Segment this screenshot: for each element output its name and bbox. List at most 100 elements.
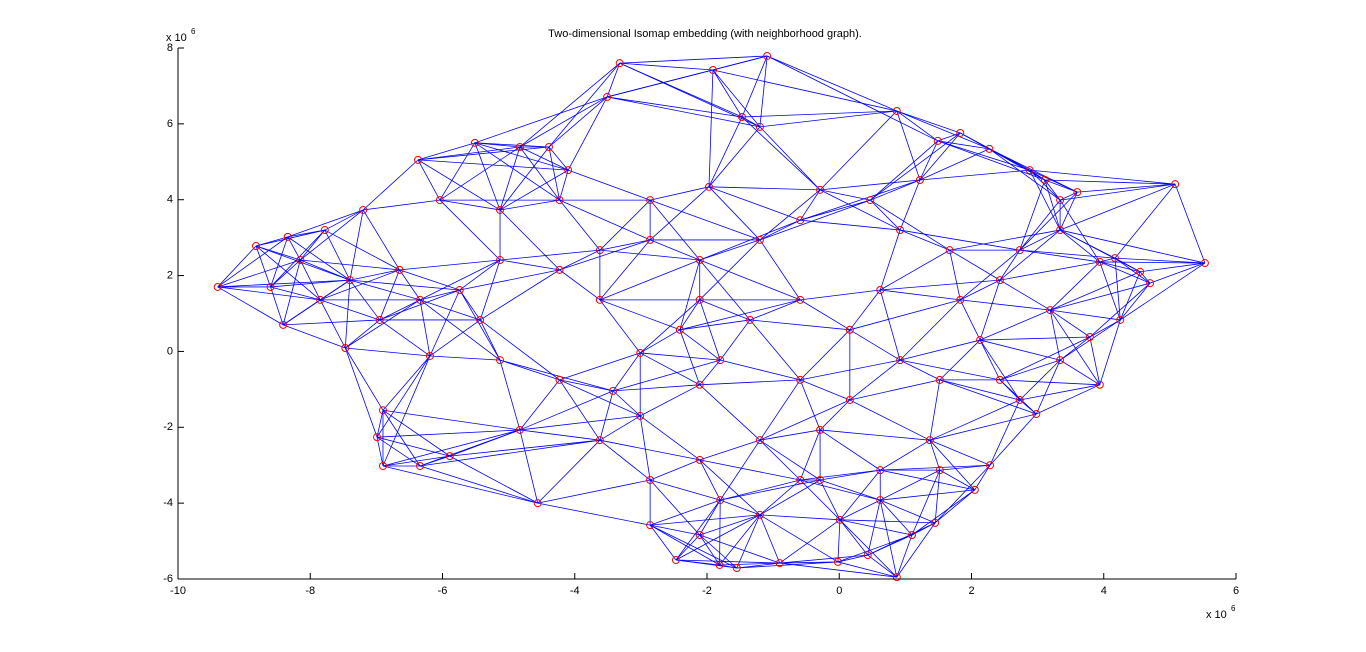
graph-edge bbox=[759, 199, 871, 241]
graph-edge bbox=[1114, 257, 1205, 264]
graph-edge bbox=[800, 219, 901, 231]
graph-edge bbox=[800, 289, 881, 301]
point bbox=[416, 295, 425, 304]
graph-edge bbox=[934, 464, 991, 524]
y-tick-label: 8 bbox=[167, 42, 173, 54]
graph-edge bbox=[699, 379, 801, 386]
graph-edge bbox=[417, 146, 550, 161]
graph-edge bbox=[736, 561, 838, 569]
graph-edge bbox=[1019, 199, 1061, 251]
graph-edge bbox=[649, 186, 710, 241]
graph-edge bbox=[217, 279, 350, 288]
graph-edge bbox=[548, 146, 560, 201]
graph-edge bbox=[217, 286, 321, 301]
graph-edge bbox=[799, 329, 851, 381]
point bbox=[378, 461, 387, 470]
graph-edge bbox=[759, 514, 839, 563]
graph-edge bbox=[937, 140, 1030, 171]
graph-edge bbox=[679, 329, 701, 385]
graph-edge bbox=[537, 479, 651, 504]
graph-edge bbox=[344, 347, 384, 411]
graph-edge bbox=[979, 339, 1061, 361]
x-tick-label: 6 bbox=[1233, 585, 1239, 597]
graph-edge bbox=[349, 209, 364, 281]
graph-edge bbox=[929, 399, 1020, 441]
graph-edge bbox=[419, 299, 481, 321]
graph-edge bbox=[345, 347, 430, 357]
graph-edge bbox=[708, 116, 743, 187]
point bbox=[1116, 315, 1125, 324]
point bbox=[896, 226, 905, 235]
graph-edge bbox=[559, 199, 601, 251]
graph-edge bbox=[939, 379, 1020, 401]
y-tick-label: -2 bbox=[163, 421, 173, 433]
graph-edge bbox=[849, 359, 901, 401]
graph-edge bbox=[719, 514, 761, 566]
graph-edge bbox=[1036, 384, 1100, 415]
point bbox=[1200, 259, 1209, 268]
graph-edge bbox=[929, 413, 1037, 441]
graph-edge bbox=[699, 299, 751, 321]
graph-edge bbox=[519, 429, 539, 504]
graph-edge bbox=[1140, 262, 1205, 273]
graph-edge bbox=[759, 126, 821, 191]
graph-edge bbox=[439, 199, 501, 261]
graph-edge bbox=[287, 209, 364, 238]
point bbox=[515, 142, 524, 151]
graph-edge bbox=[960, 299, 1051, 311]
y-multiplier-exp: 6 bbox=[191, 27, 196, 36]
graph-edge bbox=[937, 140, 1046, 181]
graph-edge bbox=[759, 439, 801, 481]
graph-edge bbox=[255, 245, 351, 281]
graph-edge bbox=[282, 324, 346, 349]
graph-edge bbox=[759, 429, 821, 441]
point bbox=[555, 375, 564, 384]
point bbox=[755, 122, 764, 131]
graph-edge bbox=[599, 239, 651, 251]
graph-edge bbox=[979, 339, 1021, 401]
graph-edge bbox=[819, 399, 851, 431]
graph-edge bbox=[699, 384, 761, 441]
graph-edge bbox=[363, 199, 440, 211]
graph-edge bbox=[1059, 336, 1091, 361]
chart-title: Two-dimensional Isomap embedding (with n… bbox=[548, 28, 862, 40]
graph-edge bbox=[779, 562, 897, 578]
graph-edge bbox=[1119, 282, 1151, 321]
graph-edge bbox=[849, 399, 931, 441]
graph-edge bbox=[999, 379, 1100, 386]
graph-edge bbox=[650, 514, 760, 526]
graph-edge bbox=[979, 279, 1001, 341]
graph-edge bbox=[800, 479, 881, 501]
graph-edge bbox=[849, 379, 940, 401]
x-tick-label: 0 bbox=[836, 585, 842, 597]
graph-edge bbox=[819, 479, 841, 521]
graph-edge bbox=[599, 299, 681, 331]
point bbox=[476, 315, 485, 324]
x-tick-label: -10 bbox=[170, 585, 186, 597]
graph-edge bbox=[282, 259, 301, 325]
graph-edge bbox=[849, 329, 901, 361]
graph-edge bbox=[1059, 229, 1141, 273]
graph-edge bbox=[1059, 199, 1101, 263]
graph-edge bbox=[1029, 169, 1061, 201]
graph-edge bbox=[382, 455, 450, 467]
graph-edge bbox=[880, 489, 975, 501]
graph-edge bbox=[1089, 336, 1101, 385]
point bbox=[279, 320, 288, 329]
graph-edge bbox=[699, 534, 738, 569]
x-multiplier-base: x 10 bbox=[1206, 609, 1227, 621]
point bbox=[373, 433, 382, 442]
graph-edge bbox=[1114, 258, 1121, 320]
point bbox=[675, 325, 684, 334]
graph-edge bbox=[999, 379, 1021, 401]
graph-edge bbox=[896, 522, 936, 578]
graph-edge bbox=[934, 489, 976, 524]
graph-edge bbox=[300, 209, 364, 261]
graph-edge bbox=[800, 179, 921, 221]
graph-edge bbox=[283, 319, 380, 326]
graph-edge bbox=[779, 519, 841, 564]
graph-edge bbox=[439, 146, 521, 201]
graph-edge bbox=[675, 499, 721, 561]
graph-edge bbox=[699, 534, 720, 566]
graph-edge bbox=[699, 439, 761, 461]
